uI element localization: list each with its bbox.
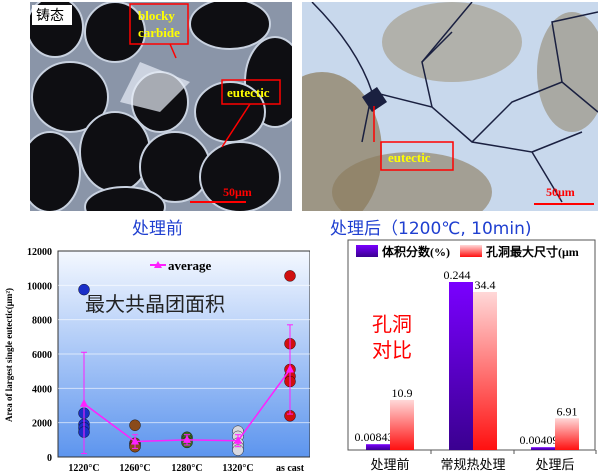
- caption-after: 处理后（1200℃, 10min): [330, 219, 532, 239]
- average-marker: [131, 436, 139, 445]
- data-label: 34.4: [475, 278, 496, 292]
- x-tick-label: 1280°C: [171, 463, 202, 474]
- x-tick-label: 1320°C: [222, 463, 253, 474]
- blocky-carbide-label: blocky: [138, 8, 175, 23]
- average-marker: [234, 435, 242, 444]
- y-tick-label: 2000: [32, 419, 52, 430]
- bar: [366, 444, 390, 450]
- legend-volume-fraction: 体积分数(%): [382, 244, 450, 259]
- average-marker: [286, 364, 294, 373]
- bar: [555, 418, 579, 450]
- micrograph-as-cast: 铸态 blocky carbide eutectic 50μm: [30, 2, 292, 211]
- average-marker: [183, 434, 191, 443]
- legend-max-pore-size: 孔洞最大尺寸(μm: [486, 244, 579, 259]
- porosity-chart: 体积分数(%) 孔洞最大尺寸(μm 0.00843 0.244 0.00409 10.…: [347, 239, 597, 472]
- data-label: 0.00843: [355, 430, 394, 444]
- micrograph-treated: eutectic 50μm: [302, 2, 598, 211]
- y-tick-label: 6000: [32, 350, 52, 361]
- chart-title: 最大共晶团面积: [85, 292, 225, 316]
- blocky-carbide-label-2: carbide: [138, 25, 180, 40]
- bar: [449, 282, 473, 450]
- y-tick-label: 4000: [32, 384, 52, 395]
- data-point: [78, 283, 90, 296]
- y-tick-label: 12000: [27, 247, 52, 258]
- data-point: [129, 419, 141, 431]
- eutectic-label-treated: eutectic: [388, 150, 431, 165]
- x-tick-label: 处理后: [535, 457, 574, 472]
- x-tick-label: 常规热处理: [440, 457, 505, 472]
- eutectic-area-chart: 0 2000 4000 6000 8000 10000 12000 1220°C 1260°C 1…: [4, 247, 310, 474]
- porosity-chart-title: 孔洞对比: [372, 312, 412, 362]
- x-tick-label: 1260°C: [119, 463, 150, 474]
- x-tick-label: as cast: [276, 463, 305, 474]
- data-point: [284, 270, 296, 282]
- caption-before: 处理前: [132, 219, 183, 239]
- scale-bar-label: 50μm: [223, 185, 252, 199]
- bar: [390, 399, 414, 450]
- y-tick-label: 0: [47, 453, 52, 464]
- bar: [531, 447, 555, 450]
- x-tick-label: 1220°C: [68, 463, 99, 474]
- data-label: 0.244: [444, 268, 471, 282]
- y-tick-label: 10000: [27, 281, 52, 292]
- y-axis-label: Area of largest single eutectic(μm²): [4, 288, 14, 422]
- as-cast-tag-bg: [32, 5, 72, 25]
- scale-bar-label-treated: 50μm: [546, 185, 575, 199]
- legend-average: average: [168, 258, 212, 273]
- bar: [473, 292, 497, 450]
- y-tick-label: 8000: [32, 316, 52, 327]
- as-cast-tag: 铸态: [36, 8, 64, 24]
- eutectic-label: eutectic: [227, 85, 270, 100]
- data-label: 6.91: [557, 404, 578, 418]
- data-label: 10.9: [392, 386, 413, 400]
- data-label: 0.00409: [520, 433, 559, 447]
- x-tick-label: 处理前: [370, 457, 409, 472]
- average-marker: [80, 398, 88, 407]
